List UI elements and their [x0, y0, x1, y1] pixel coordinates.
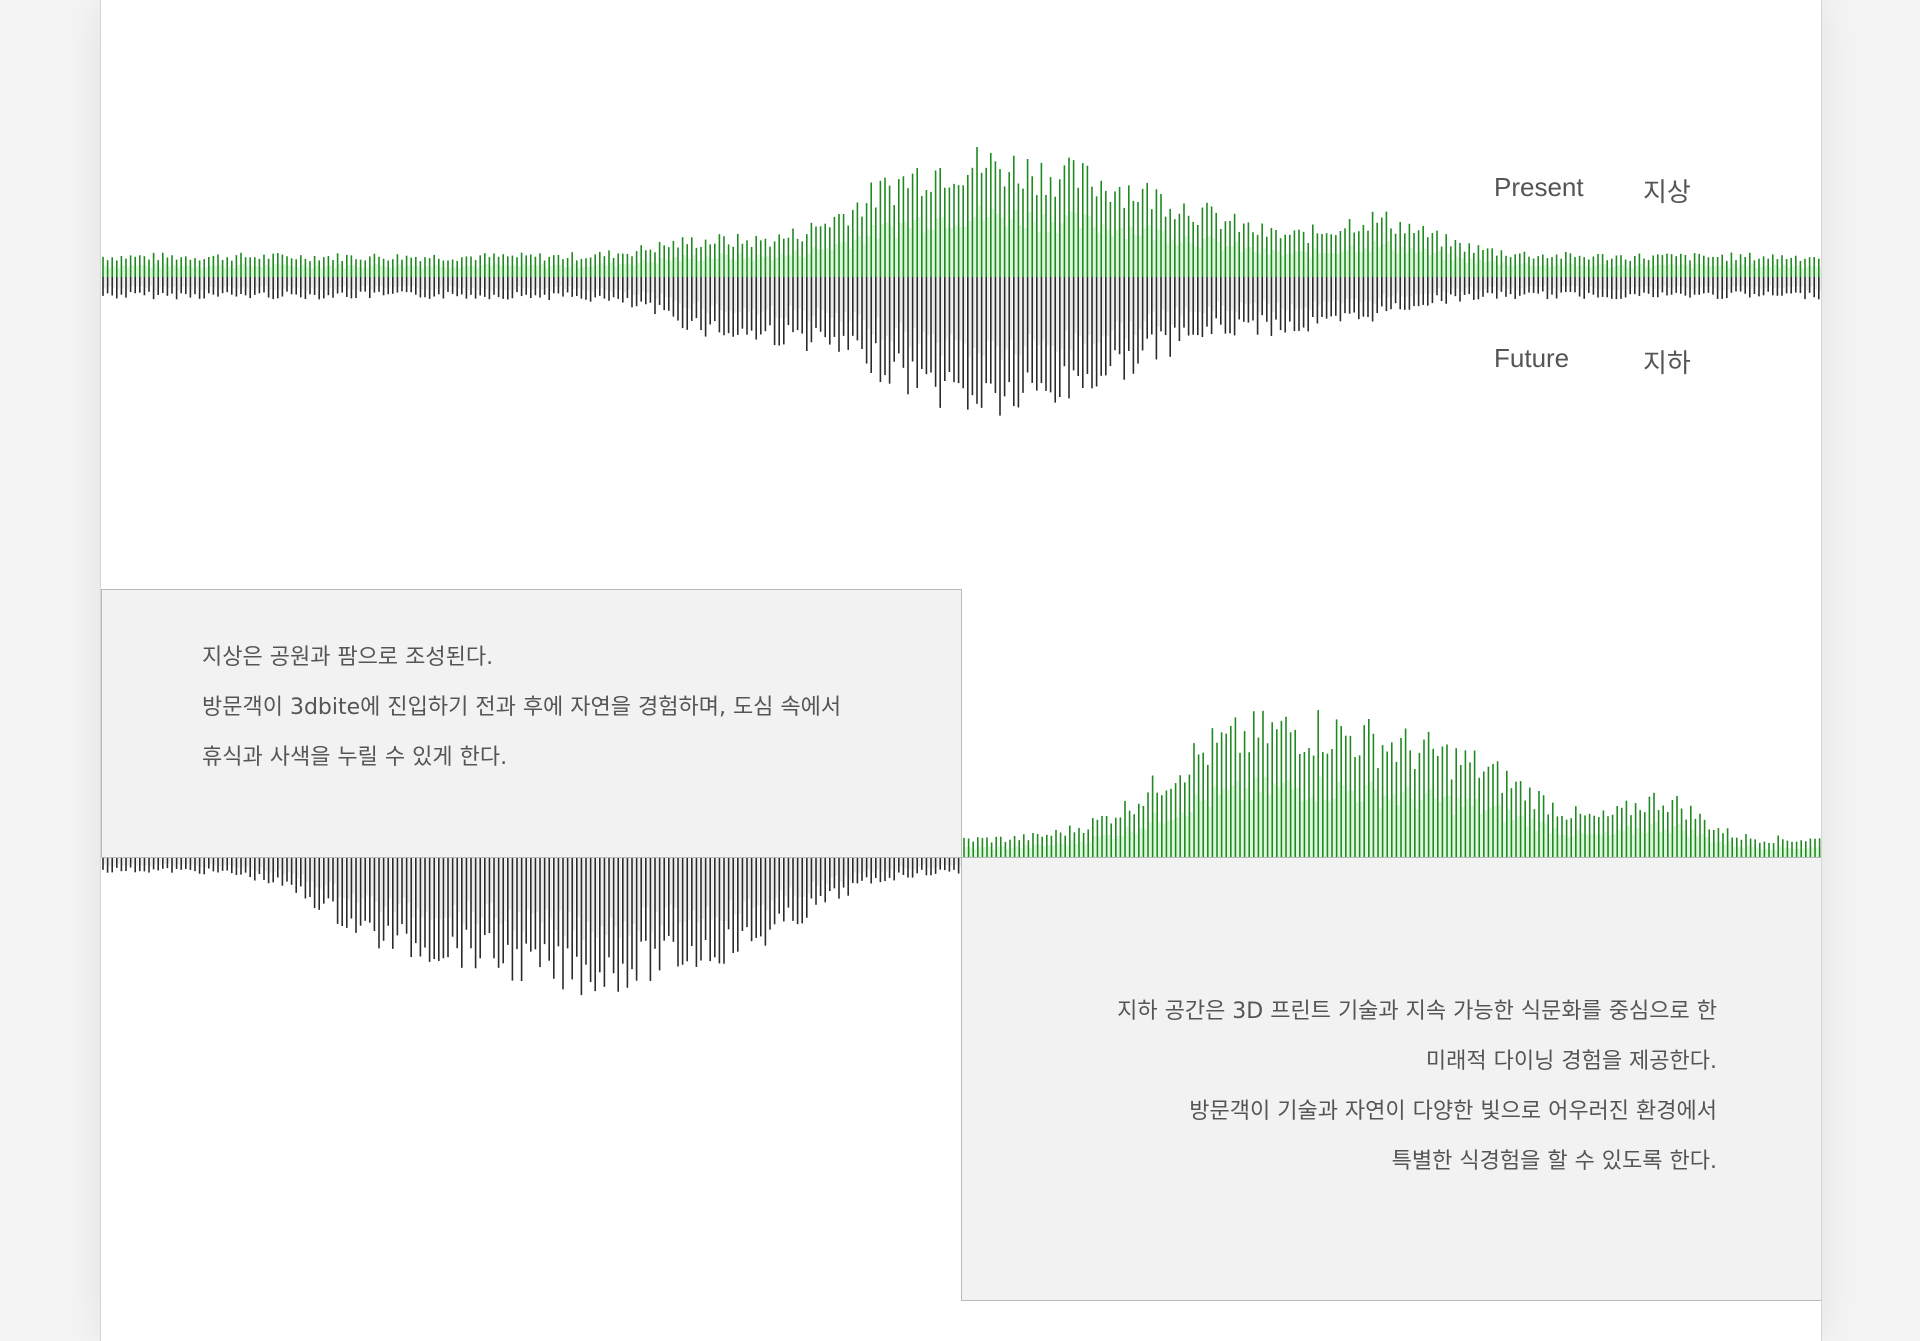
ground-waveform — [963, 710, 1821, 858]
page: Present 지상 Future 지하 지상은 공원과 팜으로 조성된다. 방… — [100, 0, 1822, 1341]
underground-text-line: 미래적 다이닝 경험을 제공한다. — [1425, 1049, 1717, 1074]
future-label: Future — [1494, 343, 1570, 373]
underground-waveform — [102, 857, 961, 996]
present-korean-label: 지상 — [1643, 177, 1691, 207]
ground-text-line: 휴식과 사색을 누릴 수 있게 한다. — [202, 745, 508, 770]
present-future-waveform — [102, 146, 1821, 416]
ground-text-line: 지상은 공원과 팜으로 조성된다. — [202, 645, 494, 670]
ground-text-line: 방문객이 3dbite에 진입하기 전과 후에 자연을 경험하며, 도심 속에서 — [202, 695, 842, 720]
underground-description-panel: 지하 공간은 3D 프린트 기술과 지속 가능한 식문화를 중심으로 한 미래적… — [961, 857, 1821, 1301]
underground-text-line: 방문객이 기술과 자연이 다양한 빛으로 어우러진 환경에서 — [1189, 1099, 1717, 1124]
underground-text-line: 특별한 식경험을 할 수 있도록 한다. — [1391, 1149, 1717, 1174]
ground-description-panel: 지상은 공원과 팜으로 조성된다. 방문객이 3dbite에 진입하기 전과 후… — [101, 589, 962, 858]
present-label: Present — [1494, 172, 1584, 202]
future-korean-label: 지하 — [1643, 348, 1691, 378]
underground-text-line: 지하 공간은 3D 프린트 기술과 지속 가능한 식문화를 중심으로 한 — [1117, 999, 1717, 1024]
